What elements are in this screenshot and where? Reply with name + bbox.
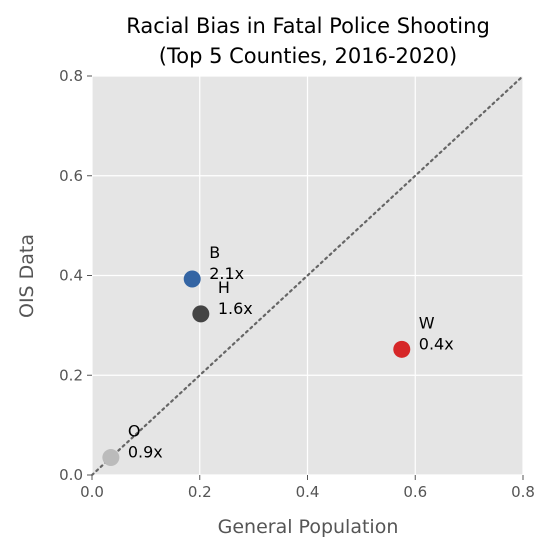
y-tick-label: 0.6 xyxy=(59,167,83,185)
x-tick-label: 0.4 xyxy=(296,483,320,501)
point-label-h: H xyxy=(218,278,230,297)
x-tick-label: 0.0 xyxy=(80,483,104,501)
x-tick-label: 0.8 xyxy=(511,483,535,501)
data-point-w xyxy=(393,340,411,358)
point-label-w: W xyxy=(419,313,435,332)
x-axis-label: General Population xyxy=(218,516,399,538)
point-ratio-w: 0.4x xyxy=(419,334,454,353)
point-label-b: B xyxy=(209,243,220,262)
reference-diagonal-line xyxy=(90,74,525,477)
chart-title-line-1: Racial Bias in Fatal Police Shooting xyxy=(126,14,490,38)
y-tick-label: 0.2 xyxy=(59,366,83,384)
data-point-h xyxy=(192,305,210,323)
y-tick-label: 0.8 xyxy=(59,67,83,85)
point-label-o: O xyxy=(128,422,141,441)
data-point-o xyxy=(102,449,120,467)
data-point-b xyxy=(183,270,201,288)
point-ratio-o: 0.9x xyxy=(128,443,163,462)
y-axis-label: OIS Data xyxy=(16,234,38,318)
point-ratio-h: 1.6x xyxy=(218,299,253,318)
y-tick-label: 0.4 xyxy=(59,267,83,285)
x-tick-label: 0.2 xyxy=(188,483,212,501)
chart-title-line-2: (Top 5 Counties, 2016-2020) xyxy=(159,44,457,68)
x-tick-label: 0.6 xyxy=(403,483,427,501)
y-tick-label: 0.0 xyxy=(59,466,83,484)
point-ratio-b: 2.1x xyxy=(209,264,244,283)
